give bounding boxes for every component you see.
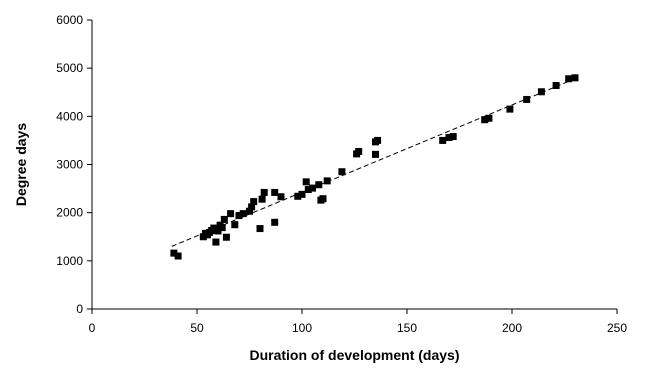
- y-tick-label: 5000: [56, 61, 83, 75]
- data-point: [214, 227, 222, 235]
- y-tick-label: 4000: [56, 109, 83, 123]
- y-tick-label: 1000: [56, 254, 83, 268]
- data-point: [323, 177, 331, 185]
- data-point: [227, 210, 235, 218]
- y-tick-label: 2000: [56, 206, 83, 220]
- data-point: [481, 116, 489, 124]
- data-point: [374, 136, 382, 144]
- data-point: [372, 150, 379, 158]
- data-point: [231, 221, 239, 229]
- x-tick-label: 50: [190, 321, 204, 335]
- x-axis-title: Duration of development (days): [249, 347, 459, 363]
- data-points: [170, 74, 579, 260]
- y-tick-label: 6000: [56, 13, 83, 27]
- y-tick-label: 3000: [56, 158, 83, 172]
- data-point: [338, 168, 346, 176]
- data-point: [218, 224, 226, 232]
- data-point: [355, 147, 363, 155]
- data-point: [315, 181, 323, 189]
- data-point: [248, 203, 256, 211]
- data-point: [246, 207, 253, 215]
- data-point: [277, 193, 285, 201]
- x-tick-label: 250: [607, 321, 627, 335]
- axes: [91, 20, 617, 310]
- data-point: [523, 95, 531, 103]
- x-tick-label: 0: [89, 321, 96, 335]
- data-point: [239, 210, 247, 218]
- data-point: [565, 75, 573, 83]
- data-point: [258, 195, 266, 203]
- data-point: [304, 186, 312, 194]
- data-point: [506, 105, 514, 113]
- data-point: [309, 184, 316, 192]
- x-tick-label: 150: [397, 321, 417, 335]
- data-point: [235, 212, 243, 220]
- axis-ticks: 0 1000 2000 3000 4000 5000 6000 0 50 100 150 200 250: [56, 13, 627, 335]
- data-point: [220, 215, 228, 223]
- data-point: [260, 188, 268, 196]
- x-tick-label: 200: [502, 321, 522, 335]
- data-point: [571, 74, 579, 82]
- y-axis-title: Degree days: [13, 123, 29, 206]
- data-point: [537, 88, 545, 96]
- data-point: [212, 238, 220, 246]
- data-point: [250, 198, 258, 206]
- data-point: [298, 190, 306, 198]
- data-point: [271, 218, 279, 226]
- data-point: [222, 233, 230, 241]
- data-point: [302, 178, 310, 186]
- data-point: [319, 195, 327, 203]
- data-point: [552, 82, 560, 90]
- y-tick-label: 0: [76, 302, 83, 316]
- data-point: [170, 249, 178, 257]
- data-point: [445, 134, 453, 142]
- data-point: [174, 252, 182, 260]
- data-point: [439, 136, 447, 144]
- x-tick-label: 100: [292, 321, 312, 335]
- data-point: [485, 114, 493, 122]
- data-point: [256, 225, 264, 233]
- data-point: [271, 188, 279, 196]
- data-point: [449, 133, 457, 141]
- data-point: [294, 192, 302, 200]
- data-point: [210, 224, 218, 232]
